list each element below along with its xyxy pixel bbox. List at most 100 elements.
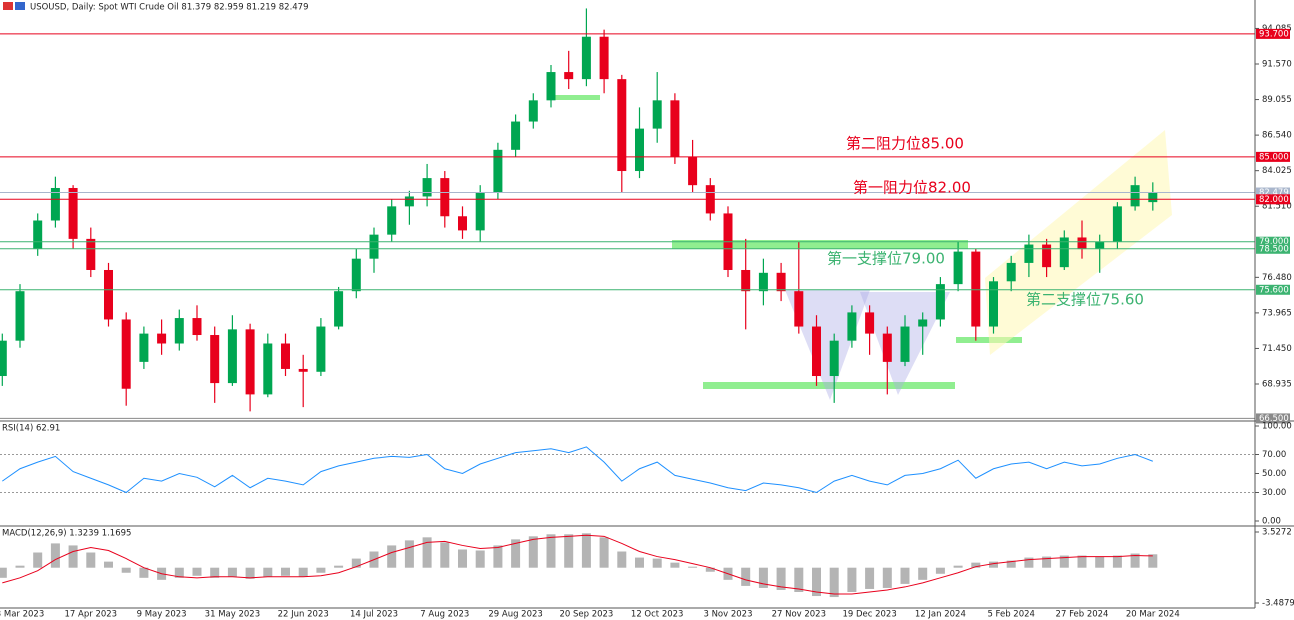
x-tick-label: 14 Jul 2023 (350, 610, 398, 620)
x-tick-label: 3 Mar 2023 (0, 610, 44, 620)
candle-body (440, 178, 450, 217)
macd-bar (829, 567, 839, 598)
candle-body (953, 251, 963, 285)
y-tick-label: 73.965 (1262, 308, 1292, 318)
level-label-box (1256, 243, 1290, 254)
level-label: 93.700 (1259, 29, 1289, 39)
candle-body (104, 269, 113, 320)
x-tick-label: 20 Mar 2024 (1126, 610, 1180, 620)
candle-body (458, 216, 467, 231)
candle-body (1042, 244, 1052, 268)
macd-bar (422, 537, 432, 568)
candle-body (263, 343, 273, 395)
macd-bar (192, 567, 202, 576)
macd-bar (882, 567, 892, 588)
macd-bar (245, 567, 255, 579)
macd-bar (1112, 555, 1122, 568)
candle-body (670, 100, 680, 157)
candle-body (316, 326, 326, 372)
macd-bar (15, 565, 25, 568)
candle-body (1148, 192, 1158, 203)
candle-body (794, 291, 804, 327)
candle-body (245, 329, 255, 395)
level-label: 78.500 (1259, 244, 1289, 254)
candle-body (86, 238, 96, 270)
x-tick-label: 27 Feb 2024 (1056, 610, 1109, 620)
macd-bar (953, 565, 963, 568)
macd-bar (1006, 560, 1016, 568)
candle-body (581, 36, 591, 80)
macd-bar (1148, 554, 1158, 568)
candle-body (829, 340, 839, 377)
candle-body (1006, 262, 1016, 282)
y-tick-label: 30.00 (1262, 488, 1286, 498)
level-label-box (1256, 187, 1290, 198)
candle-body (369, 234, 379, 259)
annotation: 第二支撑位75.60 (1026, 291, 1144, 309)
macd-bar (493, 545, 503, 568)
macd-bar (1059, 555, 1069, 568)
candle-body (33, 220, 43, 249)
candle-body (68, 187, 78, 239)
candle-body (1024, 244, 1034, 263)
candle-body (334, 291, 344, 327)
candle-body (741, 269, 751, 292)
level-label-box (1256, 194, 1290, 205)
y-tick-label: 50.00 (1262, 469, 1286, 479)
macd-bar (227, 567, 237, 577)
support-zone (956, 337, 1022, 343)
candle-body (404, 196, 414, 207)
macd-bar (458, 549, 467, 568)
level-label: 79.000 (1259, 237, 1289, 247)
macd-bar (1042, 556, 1052, 568)
signal-line (2, 534, 1153, 595)
x-tick-label: 3 Nov 2023 (703, 610, 752, 620)
macd-bar (440, 542, 450, 568)
candle-body (882, 333, 892, 362)
macd-bar (281, 567, 290, 576)
x-tick-label: 12 Jan 2024 (915, 610, 966, 620)
candle-body (50, 187, 60, 221)
macd-bar (351, 558, 361, 568)
macd-bar (0, 567, 7, 578)
level-label-box (1256, 151, 1290, 162)
x-tick-label: 27 Nov 2023 (772, 610, 826, 620)
y-tick-label: 84.025 (1262, 166, 1292, 176)
candle-body (599, 36, 609, 80)
candle-body (564, 72, 574, 80)
annotation: 第一支撑位79.00 (827, 250, 945, 268)
candle-body (635, 128, 644, 172)
candle-body (351, 258, 361, 292)
macd-bar (50, 543, 60, 568)
macd-bar (989, 561, 998, 568)
level-label-box (1256, 236, 1290, 247)
macd-bar (121, 567, 131, 573)
macd-bar (599, 537, 609, 568)
candle-body (900, 326, 910, 362)
macd-bar (298, 567, 308, 577)
candle-body (847, 312, 857, 341)
candle-body (865, 312, 875, 334)
support-zone (703, 382, 955, 389)
x-tick-label: 29 Aug 2023 (488, 610, 542, 620)
y-tick-label: -3.4879 (1262, 599, 1294, 609)
macd-bar (1130, 553, 1140, 568)
y-tick-label: 3.5272 (1262, 528, 1292, 538)
candle-body (475, 192, 485, 231)
macd-title: MACD(12,26,9) 1.3239 1.1695 (2, 529, 131, 539)
macd-bar (1095, 556, 1105, 568)
y-tick-label: 81.510 (1262, 202, 1292, 212)
x-tick-label: 31 May 2023 (205, 610, 260, 620)
x-tick-label: 20 Sep 2023 (559, 610, 613, 620)
y-tick-label: 76.480 (1262, 273, 1292, 283)
app-icon (3, 2, 13, 10)
app-icon (15, 2, 25, 10)
macd-bar (475, 550, 485, 568)
x-tick-label: 7 Aug 2023 (420, 610, 469, 620)
candle-body (528, 100, 538, 122)
y-tick-label: 86.540 (1262, 131, 1292, 141)
macd-bar (104, 561, 113, 568)
rsi-title: RSI(14) 62.91 (2, 424, 60, 434)
